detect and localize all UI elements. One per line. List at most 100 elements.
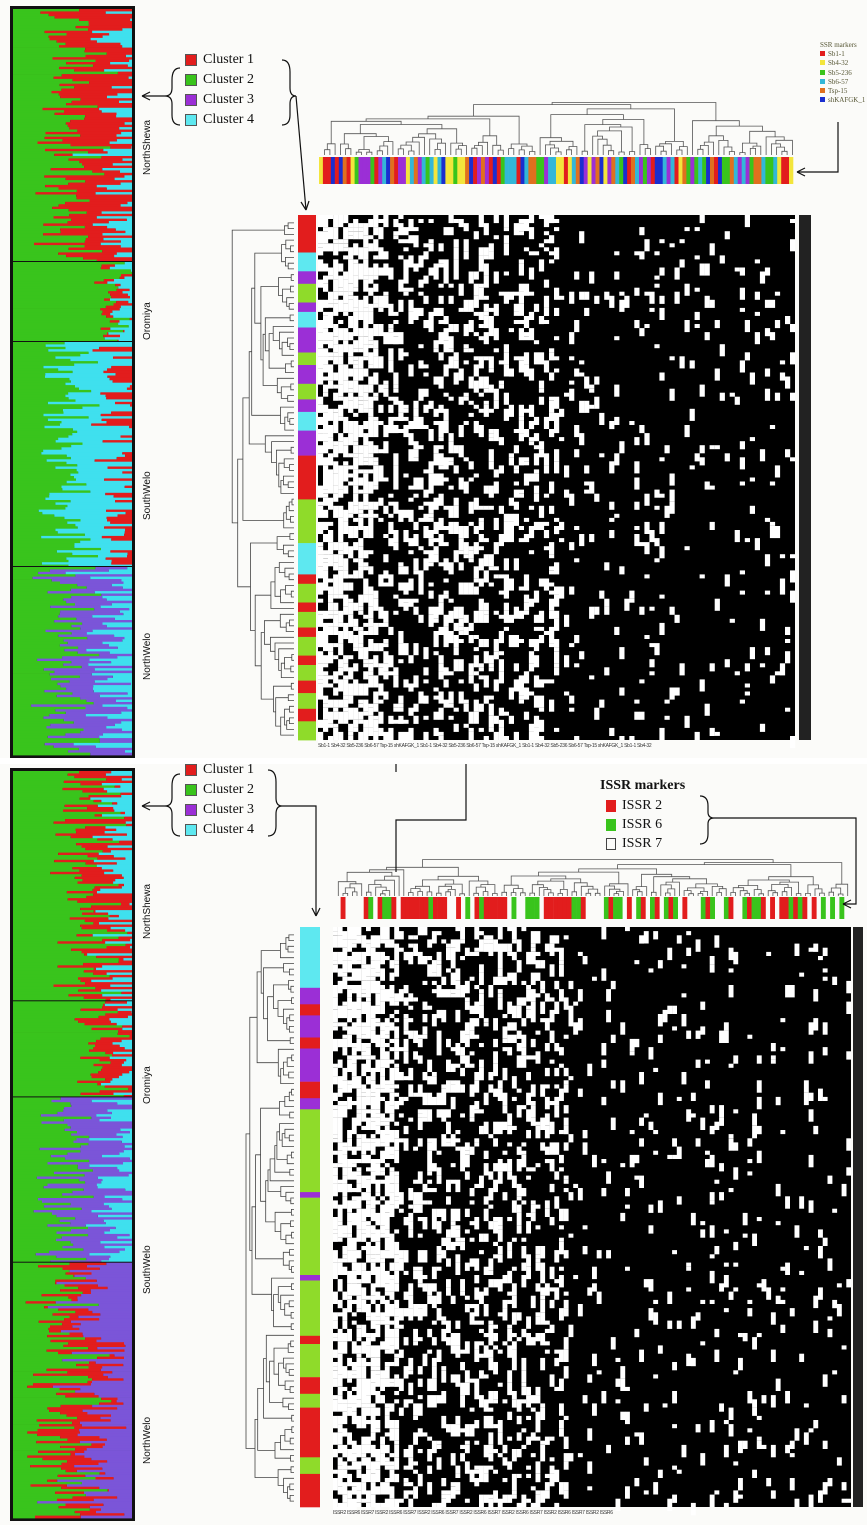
heatmap-cell	[394, 1229, 400, 1234]
heatmap-cell	[483, 538, 489, 543]
heatmap-cell	[384, 1051, 390, 1060]
heatmap-cell	[356, 1461, 362, 1470]
heatmap-cell	[436, 960, 442, 965]
structure-bar	[68, 435, 121, 439]
structure-bar	[77, 1296, 132, 1300]
heatmap-cell	[388, 332, 394, 345]
structure-bar	[111, 1207, 132, 1211]
structure-bar	[13, 1506, 59, 1509]
structure-bar	[77, 1166, 118, 1170]
heatmap-cell	[523, 336, 530, 341]
heatmap-cell	[378, 727, 384, 736]
heatmap-cell	[441, 1134, 447, 1147]
cluster-cell	[298, 252, 316, 272]
heatmap-cell	[408, 993, 414, 1002]
structure-bar	[13, 406, 83, 410]
structure-bar	[95, 745, 132, 749]
structure-bar	[61, 74, 132, 77]
heatmap-cell	[394, 960, 400, 965]
heatmap-cell	[458, 368, 464, 381]
strip-cell	[742, 897, 748, 919]
cluster-cell	[300, 1109, 320, 1193]
heatmap-cell	[474, 1341, 480, 1350]
structure-bar	[109, 1056, 132, 1060]
heatmap-cell	[538, 396, 545, 405]
structure-bar	[13, 1030, 119, 1033]
heatmap-cell	[493, 1490, 498, 1503]
heatmap-cell	[363, 711, 369, 716]
heatmap-cell	[518, 283, 524, 292]
heatmap-cell	[380, 1436, 385, 1445]
strip-cell	[626, 897, 632, 919]
heatmap-cell	[368, 320, 374, 324]
structure-bar	[128, 300, 132, 304]
heatmap-cell	[704, 263, 710, 276]
structure-bar	[13, 1318, 65, 1321]
heatmap-cell	[483, 602, 489, 611]
structure-bar	[57, 531, 125, 534]
heatmap-cell	[408, 1295, 414, 1309]
heatmap-cell	[353, 324, 359, 337]
heatmap-cell	[323, 707, 329, 720]
heatmap-cell	[380, 1001, 385, 1014]
heatmap-column-labels: Sb1-1 Sb4-32 Sb5-236 Sb6-57 Tsp-15 shKAF…	[318, 743, 652, 749]
heatmap-cell	[679, 356, 685, 369]
heatmap-cell	[428, 311, 434, 320]
heatmap-cell	[380, 1378, 385, 1391]
heatmap-cell	[441, 1101, 447, 1106]
heatmap-cell	[739, 699, 745, 704]
heatmap-cell	[749, 647, 755, 660]
heatmap-cell	[669, 388, 675, 401]
heatmap-cell	[518, 675, 524, 688]
heatmap-cell	[679, 663, 685, 676]
structure-bar	[75, 1448, 87, 1451]
heatmap-cell	[564, 655, 570, 668]
heatmap-cell	[323, 356, 329, 365]
structure-bar	[13, 821, 54, 825]
structure-bar	[13, 847, 86, 851]
structure-bar	[88, 21, 132, 24]
heatmap-cell	[366, 1154, 371, 1164]
heatmap-cell	[483, 1163, 489, 1176]
heatmap-cell	[483, 1333, 489, 1338]
structure-bar	[70, 380, 113, 384]
structure-bar	[13, 492, 50, 496]
heatmap-cell	[366, 1391, 371, 1396]
heatmap-cell	[699, 445, 705, 454]
structure-bar	[13, 327, 101, 331]
structure-bar	[13, 917, 70, 921]
heatmap-cell	[361, 1473, 367, 1483]
strip-cell	[425, 157, 430, 184]
structure-bar	[94, 886, 122, 889]
heatmap-cell	[353, 727, 359, 732]
heatmap-cell	[378, 699, 384, 704]
heatmap-cell	[503, 534, 509, 543]
structure-bar	[13, 103, 67, 106]
strip-cell	[544, 157, 549, 184]
heatmap-cell	[388, 303, 394, 316]
strip-cell	[579, 157, 584, 184]
structure-bar	[111, 1414, 132, 1418]
structure-bar	[113, 1092, 132, 1096]
strip-cell	[449, 157, 454, 184]
structure-bar	[91, 1457, 132, 1461]
heatmap-cell	[403, 1490, 409, 1499]
heatmap-cell	[337, 1362, 343, 1375]
heatmap-cell	[361, 1324, 367, 1333]
heatmap-cell	[458, 526, 464, 535]
heatmap-cell	[518, 538, 524, 543]
heatmap-cell	[523, 332, 530, 337]
heatmap-cell	[609, 421, 615, 430]
structure-bar	[83, 970, 132, 973]
heatmap-cell	[337, 1391, 343, 1396]
heatmap-cell	[455, 1237, 461, 1242]
heatmap-cell	[433, 727, 439, 736]
heatmap-cell	[417, 1109, 423, 1114]
structure-bar	[80, 354, 132, 357]
heatmap-cell	[679, 239, 685, 244]
structure-bar	[13, 1142, 89, 1146]
heatmap-cell	[351, 1043, 357, 1048]
heatmap-cell	[333, 1312, 338, 1321]
heatmap-cell	[328, 699, 334, 708]
heatmap-cell	[474, 1034, 480, 1039]
